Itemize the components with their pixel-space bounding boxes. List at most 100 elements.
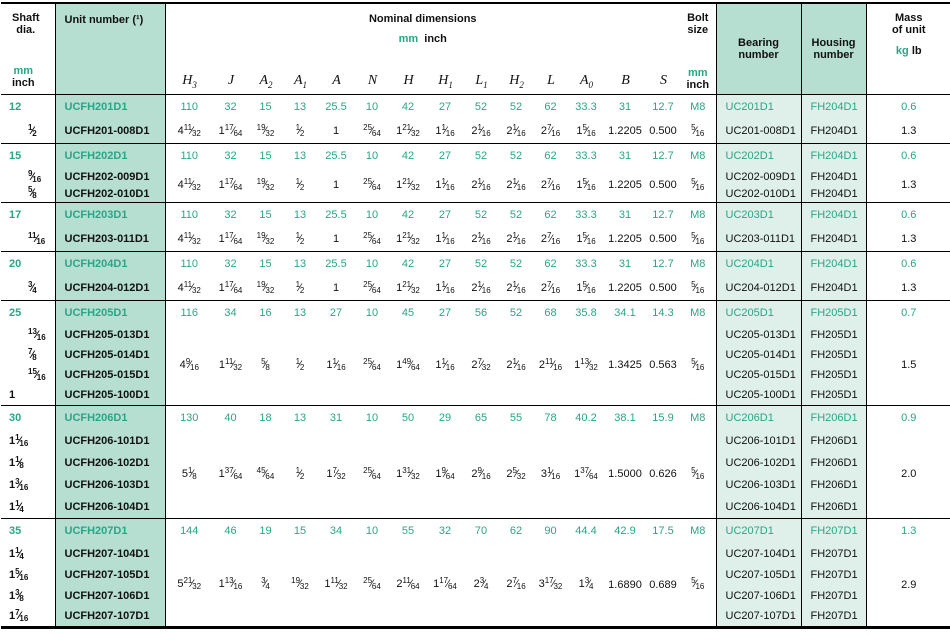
- dim-value-inch: 1⁄2: [295, 279, 305, 295]
- dim-value-mm: 32: [213, 202, 248, 228]
- group-inch-row: 11⁄16 UCFH203-011D1 411⁄32 117⁄64 19⁄32 1⁄2 1 2…: [1, 227, 950, 252]
- dim-value-inch: 21⁄16: [506, 230, 526, 246]
- shaft-dia-mm: 20: [1, 251, 55, 277]
- unit-number: UCFH207-104D1: [54, 543, 166, 565]
- dim-value-mm: 10: [355, 202, 389, 228]
- dim-value-mm: 18: [248, 405, 283, 431]
- dim-value-mm: 31: [604, 202, 646, 228]
- dim-value-mm: 31: [604, 143, 646, 169]
- dim-value-inch: 0.626: [649, 468, 677, 481]
- dim-value-mm: 46: [213, 518, 248, 544]
- unit-number: UCFH205D1: [54, 300, 166, 326]
- dim-value-inch: 0.500: [649, 233, 677, 246]
- housing-number: FH205D1: [800, 345, 867, 366]
- mass-kg: 0.6: [865, 251, 950, 277]
- bearing-number: UC207-106D1: [715, 585, 802, 607]
- unit-number: UCFH207-106D1: [54, 585, 166, 607]
- bearing-number: UC207-105D1: [715, 564, 802, 586]
- dim-value-inch: 411⁄32: [177, 176, 201, 192]
- dim-value-mm: 52: [499, 143, 533, 169]
- housing-number: FH204D1: [800, 119, 867, 144]
- bearing-number: UC205D1: [715, 300, 802, 326]
- dim-value-inch: 25⁄32: [506, 465, 526, 481]
- shaft-dia-label: Shaft dia.: [12, 12, 40, 37]
- housing-number: FH204D1: [800, 227, 867, 252]
- unit-number: UCFH205-014D1: [54, 345, 166, 366]
- mass-lb: 2.0: [865, 430, 950, 519]
- mass-lb: 1.3: [865, 276, 950, 301]
- group-inch-row: 11⁄16 UCFH206-101D1 51⁄8 137⁄64 45⁄64 1⁄2 17⁄3…: [1, 430, 950, 519]
- bearing-number: UC203-011D1: [715, 227, 802, 252]
- unit-number: UCFH206D1: [54, 405, 166, 431]
- dim-value-inch: 1: [332, 233, 340, 246]
- dim-value-inch: 1.5000: [608, 468, 642, 481]
- dim-value-mm: 27: [427, 94, 463, 120]
- dim-value-inch: 411⁄32: [177, 279, 201, 295]
- dim-value-mm: 27: [317, 300, 355, 326]
- unit-number: UCFH207-105D1: [54, 564, 166, 586]
- bearing-number: UC201-008D1: [715, 119, 802, 144]
- group-inch-row: 13⁄16 UCFH205-013D1 49⁄16 111⁄32 5⁄8 1⁄2 11⁄16…: [1, 325, 950, 406]
- dim-value-mm: 33.3: [568, 143, 604, 169]
- bolt-size-inch: 5⁄16: [691, 356, 705, 372]
- dim-value-mm: 15: [248, 251, 283, 277]
- dim-value-mm: 25.5: [317, 143, 355, 169]
- dim-value-mm: 13: [283, 251, 317, 277]
- mass-kg: 0.9: [865, 405, 950, 431]
- dim-value-inch: 111⁄32: [218, 356, 243, 372]
- dim-value-inch: 1.2205: [608, 179, 642, 192]
- bearing-number: UC205-015D1: [715, 365, 802, 386]
- dim-value-mm: 12.7: [646, 251, 681, 277]
- dim-value-mm: 10: [355, 251, 389, 277]
- dim-value-mm: 52: [499, 94, 533, 120]
- group-inch-row: 1⁄2 UCFH201-008D1 411⁄32 117⁄64 19⁄32 1⁄2 1 25⁄…: [1, 119, 950, 144]
- dim-value-mm: 12.7: [646, 143, 681, 169]
- mass-units: kg lb: [895, 45, 922, 58]
- dim-value-inch: 11⁄16: [435, 176, 455, 192]
- dim-value-mm: 62: [533, 251, 568, 277]
- dim-value-mm: 31: [604, 94, 646, 120]
- dim-value-mm: 52: [463, 94, 499, 120]
- dim-value-inch: 121⁄32: [396, 122, 420, 138]
- group-inch-row: 13⁄8 UCFH207-106D1 UC207-106D1 FH207D1: [1, 585, 950, 607]
- col-header-housing-number: Housing number: [800, 3, 867, 95]
- housing-number: FH207D1: [800, 543, 867, 565]
- dim-value-mm: 19: [248, 518, 283, 544]
- bearing-number: UC202-010D1: [715, 185, 802, 203]
- dim-value-inch: 11⁄16: [435, 279, 455, 295]
- dim-value-mm: 68: [533, 300, 568, 326]
- dim-value-inch: 1: [332, 179, 340, 192]
- dim-value-mm: 55: [389, 518, 427, 544]
- group-inch-row: 15⁄16 UCFH205-015D1 UC205-015D1 FH205D1: [1, 365, 950, 386]
- dim-value-mm: 13: [283, 202, 317, 228]
- dim-value-inch: 21⁄16: [471, 176, 491, 192]
- unit-number: UCFH207D1: [54, 518, 166, 544]
- group-mm-row: 15 UCFH202D1 110 32 15 13 25.5 10 42 27 52 52 62 33.3…: [1, 143, 950, 169]
- dim-value-mm: 65: [463, 405, 499, 431]
- group-inch-row: 5⁄8 UCFH202-010D1 UC202-010D1 FH204D1: [1, 185, 950, 203]
- group-mm-row: 30 UCFH206D1 130 40 18 13 31 10 50 29 65 55 78 40.2 38…: [1, 405, 950, 431]
- dim-value-inch: 21⁄16: [471, 279, 491, 295]
- bolt-size-mm: M8: [680, 143, 717, 169]
- bolt-size-mm: M8: [680, 202, 717, 228]
- shaft-dia-inch: 7⁄8: [28, 347, 37, 363]
- bolt-size-mm: M8: [680, 405, 717, 431]
- dim-value-mm: 17.5: [646, 518, 681, 544]
- dim-value-inch: 19⁄32: [256, 230, 275, 246]
- dim-value-inch: 25⁄64: [363, 356, 381, 372]
- housing-number: FH205D1: [800, 325, 867, 346]
- bolt-size-mm: M8: [680, 300, 717, 326]
- dim-value-inch: 211⁄16: [538, 356, 563, 372]
- shaft-dia-inch: 11⁄16: [9, 433, 29, 449]
- mass-kg: 0.6: [865, 94, 950, 120]
- mass-kg: 0.6: [865, 202, 950, 228]
- dim-value-mm: 78: [533, 405, 568, 431]
- dim-value-inch: 27⁄16: [540, 279, 561, 295]
- housing-number: FH207D1: [800, 585, 867, 607]
- dim-value-mm: 10: [355, 405, 389, 431]
- unit-number: UCFH203-011D1: [54, 227, 166, 252]
- group-inch-row: 17⁄16 UCFH207-107D1 UC207-107D1 FH207D1: [1, 606, 950, 628]
- dim-value-mm: 25.5: [317, 202, 355, 228]
- group-mm-row: 35 UCFH207D1 144 46 19 15 34 10 55 32 70 62 90 44.4 42…: [1, 518, 950, 544]
- dim-value-mm: 56: [463, 300, 499, 326]
